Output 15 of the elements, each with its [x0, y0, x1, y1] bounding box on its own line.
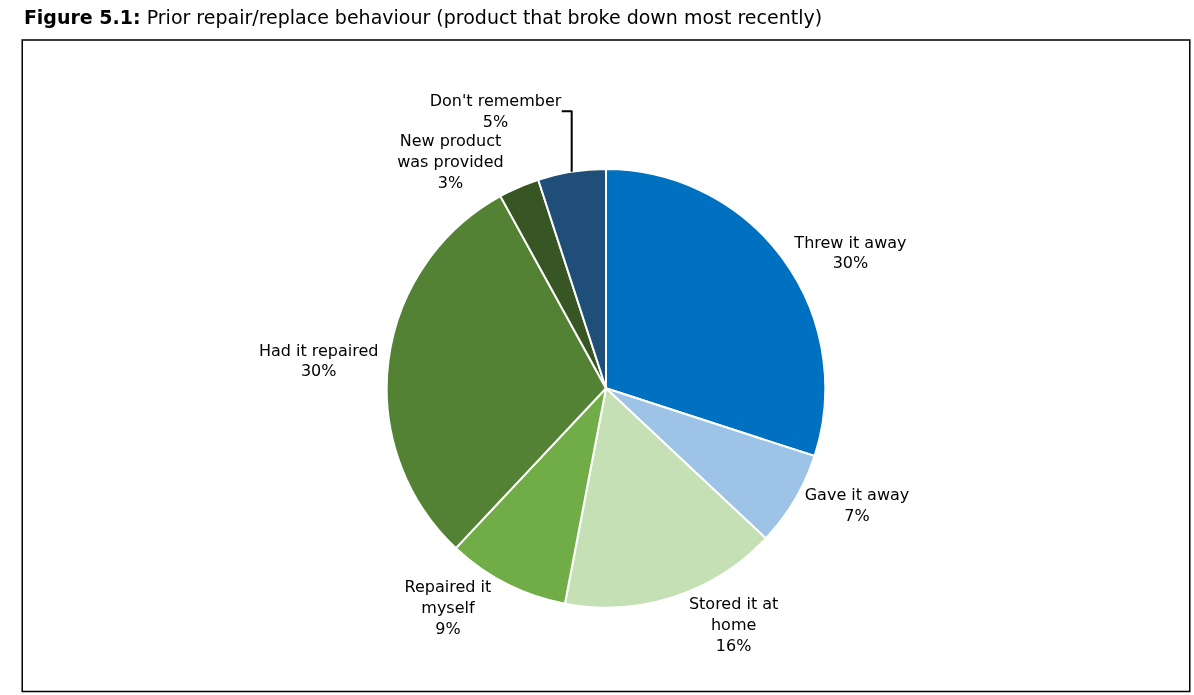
- chart-title: Figure 5.1: Prior repair/replace behaviour (product that broke down most recently): [23, 5, 823, 28]
- data-label: 7%: [844, 505, 870, 525]
- slice-label: New product was provided: [397, 131, 504, 172]
- slice-label: Stored it at home: [688, 593, 779, 634]
- data-label: 30%: [832, 253, 869, 273]
- slice-label: Repaired it myself: [404, 577, 492, 618]
- slice-label: Don't remember: [429, 91, 562, 111]
- data-label: 5%: [482, 112, 509, 132]
- slice-label: Threw it away: [793, 232, 907, 252]
- data-label: 9%: [435, 619, 461, 639]
- data-label: 16%: [715, 635, 752, 655]
- data-label: 3%: [437, 172, 464, 192]
- slice-label: Had it repaired: [258, 340, 379, 360]
- slice-label: Gave it away: [804, 485, 910, 505]
- data-label: 30%: [300, 361, 337, 381]
